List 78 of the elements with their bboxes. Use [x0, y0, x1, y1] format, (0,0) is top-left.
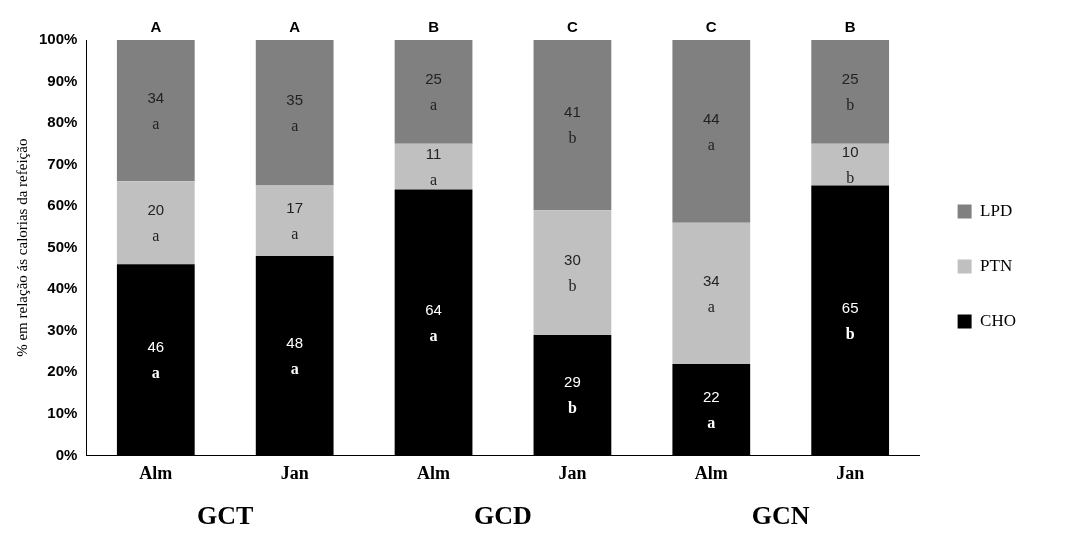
data-label: 25 — [841, 70, 859, 88]
annotation: a — [151, 364, 160, 381]
data-label: 34 — [702, 271, 720, 289]
bar — [533, 210, 612, 335]
data-label: 30 — [564, 250, 581, 268]
y-axis-title: % em relação ás calorias da refeição — [13, 138, 30, 357]
annotation: a — [152, 114, 160, 132]
annotation: b — [846, 168, 855, 186]
x-tick-label: Jan — [280, 462, 309, 483]
annotation: a — [429, 326, 438, 344]
bar — [394, 40, 473, 144]
legend-label: LPD — [980, 200, 1013, 220]
annotation: a — [429, 170, 438, 188]
y-tick-label: 50% — [47, 237, 78, 255]
x-tick-label: Jan — [558, 462, 587, 483]
legend-label: PTN — [980, 255, 1013, 275]
data-label: 44 — [702, 109, 720, 127]
bar — [394, 143, 473, 190]
x-tick-label: Alm — [694, 462, 728, 483]
text: B — [844, 18, 856, 36]
annotation: a — [291, 116, 299, 134]
data-label: 35 — [286, 90, 304, 108]
x-tick-label: Jan — [836, 462, 865, 483]
y-tick-label: 0% — [55, 445, 78, 463]
y-tick-label: 60% — [47, 196, 78, 214]
y-tick-label: 80% — [47, 113, 78, 131]
bar — [116, 181, 195, 265]
bar — [255, 40, 334, 186]
annotation: b — [568, 276, 577, 294]
text: A — [150, 18, 162, 36]
y-tick-label: 100% — [38, 30, 78, 48]
y-tick-label: 70% — [47, 154, 78, 172]
annotation: a — [429, 96, 438, 114]
annotation: b — [845, 324, 855, 342]
text: C — [705, 18, 717, 36]
data-label: 65 — [841, 298, 859, 316]
y-tick-label: 30% — [47, 320, 78, 338]
text: B — [428, 18, 440, 36]
text: GCD — [474, 500, 532, 530]
annotation: b — [568, 129, 577, 147]
text: GCN — [751, 500, 810, 530]
y-tick-label: 40% — [47, 279, 78, 297]
bar — [116, 40, 195, 182]
annotation: a — [707, 297, 715, 315]
y-tick-label: 10% — [47, 404, 78, 421]
annotation: a — [707, 413, 716, 431]
x-tick-label: Alm — [139, 462, 173, 483]
annotation: a — [152, 226, 160, 244]
data-label: 34 — [147, 88, 165, 106]
y-tick-label: 90% — [47, 71, 78, 89]
legend-label: CHO — [980, 310, 1017, 330]
data-label: 10 — [841, 142, 859, 160]
annotation: b — [567, 399, 577, 417]
data-label: 22 — [702, 387, 720, 405]
text: C — [567, 18, 578, 36]
bar — [533, 40, 612, 211]
data-label: 11 — [425, 144, 442, 162]
annotation: a — [291, 224, 299, 242]
data-label: 48 — [286, 333, 304, 351]
data-label: 64 — [425, 300, 442, 318]
data-label: 17 — [286, 198, 304, 216]
y-tick-label: 20% — [47, 362, 78, 380]
text: A — [289, 18, 301, 36]
data-label: 20 — [147, 200, 165, 218]
x-tick-label: Alm — [417, 462, 451, 483]
annotation: a — [290, 359, 299, 377]
bar — [255, 185, 334, 257]
bar — [811, 143, 890, 186]
data-label: 41 — [564, 103, 581, 121]
annotation: b — [846, 96, 855, 114]
text: GCT — [197, 500, 254, 530]
data-label: 46 — [147, 338, 165, 355]
bar — [811, 40, 890, 144]
data-label: 25 — [425, 70, 442, 88]
bar — [672, 222, 751, 365]
data-label: 29 — [564, 373, 581, 391]
annotation: a — [707, 135, 715, 153]
bar — [672, 40, 751, 223]
